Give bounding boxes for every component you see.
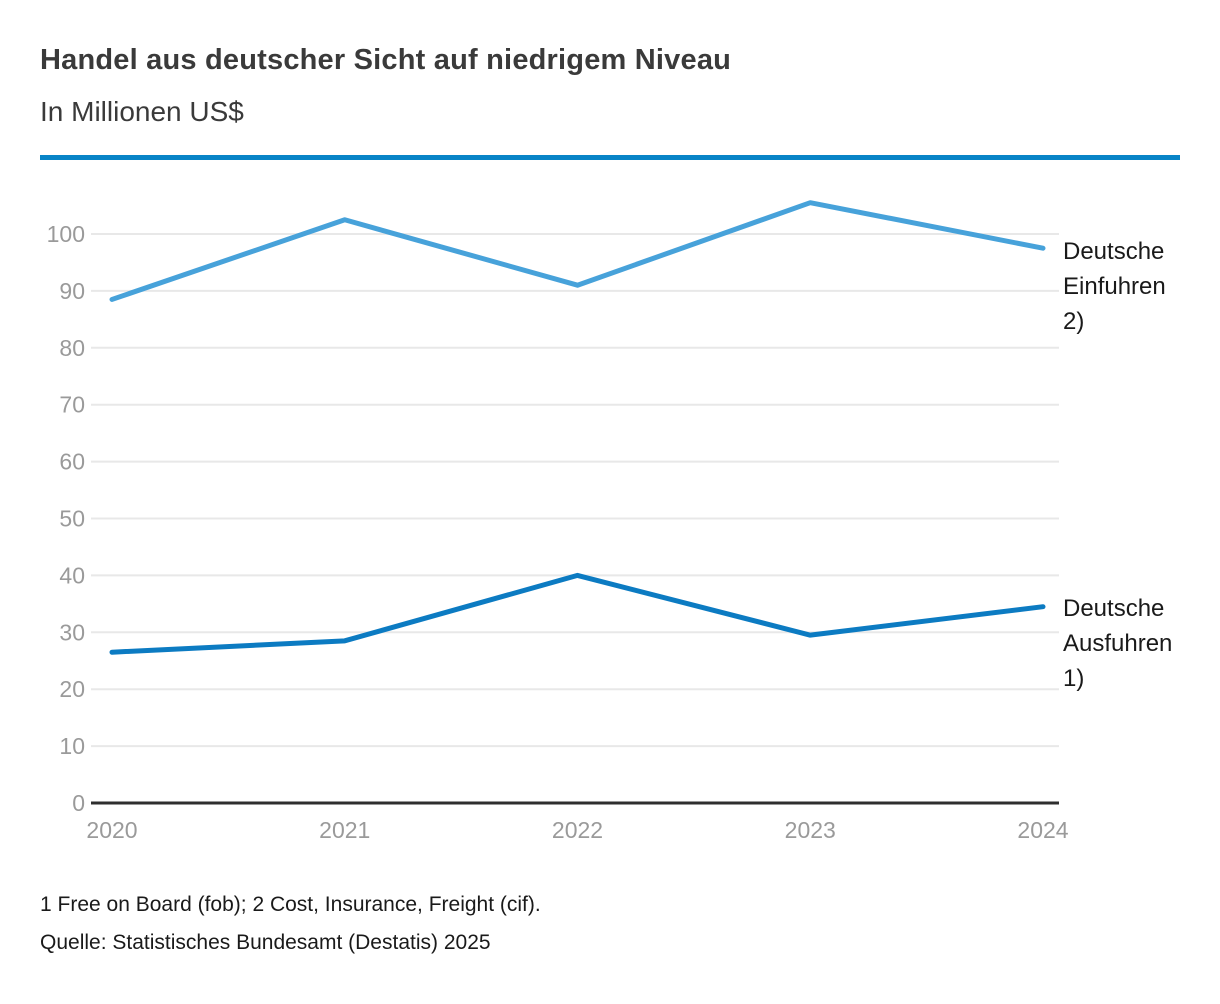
series-label-einfuhren: Deutsche Einfuhren 2) [1063, 238, 1166, 335]
x-tick-label: 2021 [319, 817, 370, 843]
x-tick-label: 2022 [552, 817, 603, 843]
y-tick-label: 60 [59, 449, 85, 475]
y-tick-label: 100 [47, 221, 85, 247]
page-title: Handel aus deutscher Sicht auf niedrigem… [40, 44, 732, 76]
page-subtitle: In Millionen US$ [40, 96, 244, 127]
footnote: 1 Free on Board (fob); 2 Cost, Insurance… [40, 893, 541, 916]
source-note: Quelle: Statistisches Bundesamt (Destati… [40, 931, 491, 954]
y-tick-label: 20 [59, 676, 85, 702]
x-tick-label: 2024 [1017, 817, 1068, 843]
y-tick-label: 50 [59, 506, 85, 532]
y-tick-label: 80 [59, 335, 85, 361]
x-tick-label: 2023 [785, 817, 836, 843]
accent-bar [40, 155, 1180, 160]
y-tick-label: 0 [72, 790, 85, 816]
series-label-ausfuhren: Deutsche Ausfuhren 1) [1063, 595, 1173, 692]
y-tick-label: 90 [59, 278, 85, 304]
y-tick-label: 10 [59, 733, 85, 759]
x-tick-label: 2020 [86, 817, 137, 843]
y-tick-label: 30 [59, 619, 85, 645]
series-line-0 [109, 200, 1046, 302]
y-tick-label: 70 [59, 392, 85, 418]
series-line-1 [109, 572, 1046, 655]
y-tick-label: 40 [59, 562, 85, 588]
